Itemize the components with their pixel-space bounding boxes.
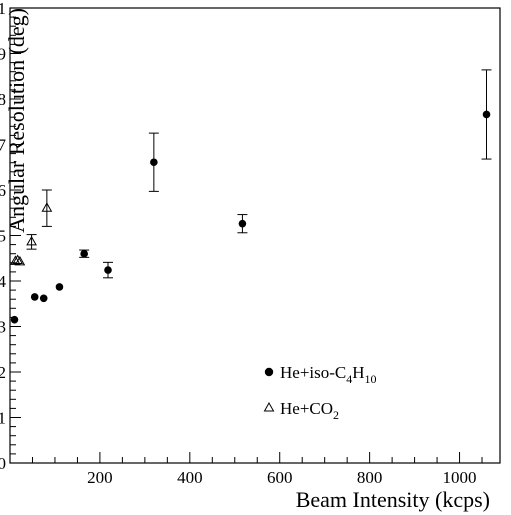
y-tick-label: 0.2 (0, 363, 6, 382)
data-points (10, 110, 491, 324)
x-tick-label: 200 (87, 468, 113, 487)
error-bars (26, 69, 492, 279)
data-point-he-co2 (14, 255, 26, 266)
data-point-he-isobutane (30, 293, 39, 301)
y-tick-label: 0.7 (0, 136, 7, 155)
x-tick-label: 1000 (443, 468, 477, 487)
y-tick-label: 0.4 (0, 272, 7, 291)
plot-frame (9, 7, 501, 464)
y-tick-label: 0.9 (0, 45, 6, 64)
y-tick-label: 0.5 (0, 227, 6, 246)
y-axis-title: Angular Resolution (deg) (4, 8, 29, 233)
x-tick-label: 800 (357, 468, 383, 487)
y-tick-label: 0.3 (0, 318, 6, 337)
data-point-he-isobutane (104, 266, 112, 274)
data-point-he-co2 (26, 235, 37, 246)
data-point-he-isobutane (55, 283, 64, 291)
x-tick-label: 600 (267, 468, 293, 487)
data-point-he-co2 (12, 254, 23, 265)
data-point-he-isobutane (482, 110, 491, 119)
legend-entry-he-co2: He+CO2 (280, 399, 339, 422)
y-tick-label: 0.8 (0, 90, 6, 109)
x-axis-title: Beam Intensity (kcps) (296, 487, 490, 512)
y-tick-label: 0.1 (0, 409, 6, 428)
y-axis: 0 0.1 0.2 0.3 0.4 0.5 0.6 0.7 0.8 0.9 1 (0, 0, 21, 473)
legend: He+iso-C4H10 He+CO2 (263, 363, 377, 422)
data-point-he-isobutane (10, 315, 19, 324)
data-point-he-co2 (41, 202, 53, 212)
x-tick-label: 400 (177, 468, 203, 487)
plot-area (9, 7, 501, 464)
y-tick-label: 1 (0, 0, 6, 18)
y-tick-label: 0 (0, 454, 6, 473)
data-point-he-isobutane (39, 294, 48, 303)
data-point-he-isobutane (238, 219, 247, 228)
legend-marker-he-isobutane (264, 367, 274, 377)
data-point-he-isobutane (150, 158, 158, 167)
legend-marker-he-co2 (263, 401, 275, 412)
legend-entry-he-isobutane: He+iso-C4H10 (280, 363, 377, 386)
y-tick-label: 0.6 (0, 181, 6, 200)
x-axis: 200 400 600 800 1000 (31, 452, 483, 487)
data-point-he-isobutane (80, 249, 88, 258)
